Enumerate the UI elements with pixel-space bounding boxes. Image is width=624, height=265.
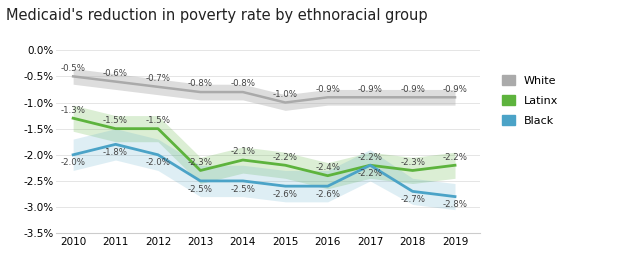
- Text: -2.3%: -2.3%: [188, 158, 213, 167]
- Text: -2.6%: -2.6%: [273, 190, 298, 199]
- Text: -2.7%: -2.7%: [400, 195, 425, 204]
- Text: -0.9%: -0.9%: [400, 85, 425, 94]
- Text: -2.2%: -2.2%: [358, 153, 383, 162]
- Text: -0.9%: -0.9%: [358, 85, 383, 94]
- Text: -2.4%: -2.4%: [315, 163, 340, 172]
- Text: -1.3%: -1.3%: [61, 105, 85, 114]
- Text: -2.3%: -2.3%: [400, 158, 425, 167]
- Text: -2.2%: -2.2%: [358, 169, 383, 178]
- Text: -2.8%: -2.8%: [442, 200, 467, 209]
- Text: -2.6%: -2.6%: [315, 190, 340, 199]
- Text: -2.2%: -2.2%: [273, 153, 298, 162]
- Text: -1.0%: -1.0%: [273, 90, 298, 99]
- Text: -0.8%: -0.8%: [230, 80, 255, 89]
- Text: -1.5%: -1.5%: [103, 116, 128, 125]
- Text: -2.0%: -2.0%: [61, 158, 85, 167]
- Text: -2.5%: -2.5%: [230, 185, 255, 194]
- Text: -2.0%: -2.0%: [145, 158, 170, 167]
- Text: -2.5%: -2.5%: [188, 185, 213, 194]
- Text: -0.9%: -0.9%: [442, 85, 467, 94]
- Text: -2.2%: -2.2%: [442, 153, 467, 162]
- Text: Medicaid's reduction in poverty rate by ethnoracial group: Medicaid's reduction in poverty rate by …: [6, 8, 428, 23]
- Text: -0.6%: -0.6%: [103, 69, 128, 78]
- Text: -0.9%: -0.9%: [315, 85, 340, 94]
- Text: -0.5%: -0.5%: [61, 64, 85, 73]
- Text: -1.5%: -1.5%: [145, 116, 170, 125]
- Text: -1.8%: -1.8%: [103, 148, 128, 157]
- Legend: White, Latinx, Black: White, Latinx, Black: [497, 71, 563, 130]
- Text: -0.7%: -0.7%: [145, 74, 170, 83]
- Text: -0.8%: -0.8%: [188, 80, 213, 89]
- Text: -2.1%: -2.1%: [230, 147, 255, 156]
